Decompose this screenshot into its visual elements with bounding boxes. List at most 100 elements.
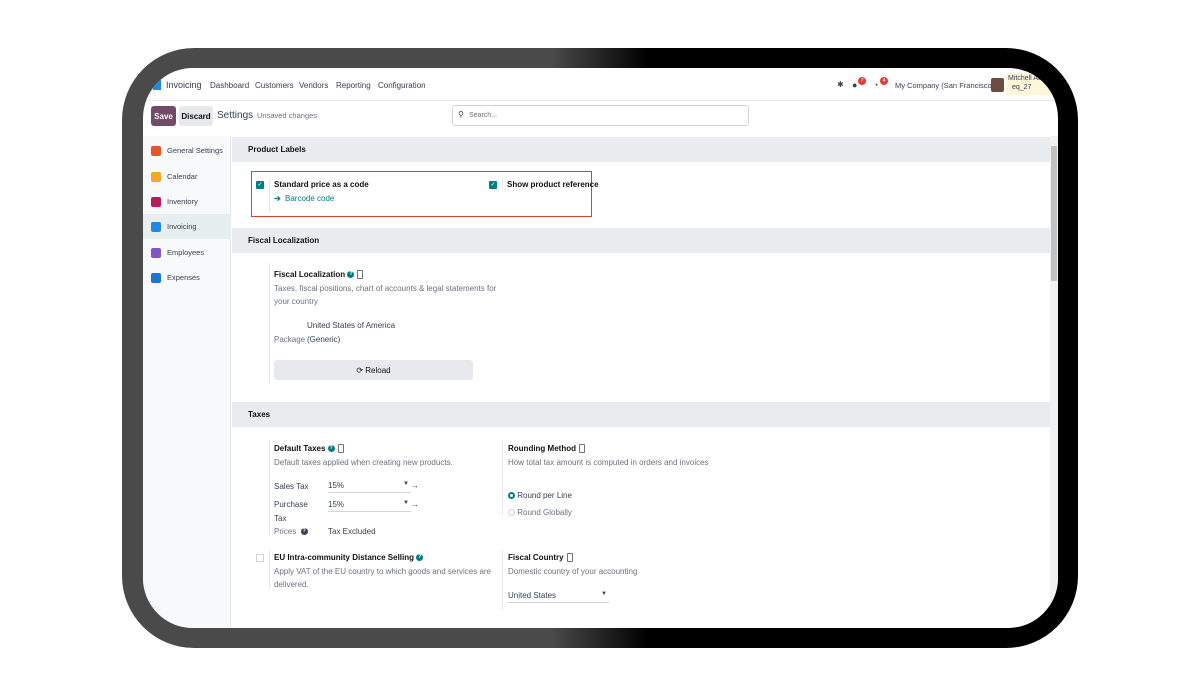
refresh-icon: ⟳ [356,365,366,375]
show-reference-label: Show product reference [507,180,599,189]
sidebar-item-label: General Settings [167,146,223,155]
radio-checked[interactable] [508,492,515,500]
standard-price-checkbox[interactable]: ✓ [256,181,264,189]
show-reference-checkbox[interactable]: ✓ [489,181,497,189]
menu-dashboard[interactable]: Dashboard [210,81,250,90]
user-menu[interactable]: Mitchell Ad eq_27 [1006,73,1058,95]
default-taxes-title: Default Taxes [274,444,326,453]
fiscal-localization-title: Fiscal Localization [274,270,346,279]
device-icon [566,553,573,563]
rounding-title-row: Rounding Method [508,444,585,454]
messages-icon[interactable]: ● [852,80,858,90]
highlight-box [251,171,592,217]
general-settings-icon [151,145,161,156]
eu-desc-2: delivered. [274,580,309,589]
fiscal-country-desc: Domestic country of your accounting [508,567,638,576]
prices-label-row: Prices ? [274,527,308,536]
unsaved-status: Unsaved changes [257,111,318,120]
help-icon[interactable]: ? [347,271,355,279]
rounding-method-title: Rounding Method [508,444,576,453]
top-navbar: Invoicing Dashboard Customers Vendors Re… [143,68,1058,101]
caret-down-icon: ▼ [403,500,409,506]
fiscal-country-title-row: Fiscal Country [508,553,573,563]
scrollbar[interactable] [1050,136,1058,628]
package-value-2: (Generic) [307,335,341,344]
help-icon[interactable]: ? [300,528,308,536]
menu-customers[interactable]: Customers [255,81,294,90]
employees-icon [151,247,161,258]
sidebar-item-label: Employees [167,248,205,257]
eu-distance-title: EU Intra-community Distance Selling [274,553,415,562]
search-input[interactable]: Search... [469,112,498,119]
package-value: United States of America [307,321,396,330]
sidebar-item-inventory[interactable]: Inventory [143,189,231,214]
sales-tax-value: 15% [328,481,345,490]
sidebar-item-calendar[interactable]: Calendar [143,164,231,189]
sales-tax-label: Sales Tax [274,482,309,491]
sidebar-item-employees[interactable]: Employees [143,240,231,265]
sidebar-item-invoicing[interactable]: Invoicing [143,214,231,239]
purchase-tax-value: 15% [328,500,345,509]
menu-reporting[interactable]: Reporting [336,81,371,90]
sales-tax-select[interactable]: 15% ▼ [328,481,411,493]
db-name: eq_27 [1012,84,1032,91]
page-title: Settings [217,110,254,121]
fiscal-desc-2: your country [274,297,319,306]
sales-tax-open-icon[interactable]: → [411,481,419,490]
fiscal-country-title: Fiscal Country [508,553,564,562]
invoicing-icon [151,221,161,232]
device-icon [357,270,364,280]
discard-button[interactable]: Discard [179,106,213,126]
default-taxes-title-row: Default Taxes ? [274,444,344,454]
expenses-icon [151,272,161,283]
purchase-tax-select[interactable]: 15% ▼ [328,500,411,512]
section-header-fiscal-localization: Fiscal Localization [232,228,1050,253]
fiscal-country-value: United States [508,591,557,600]
rounding-desc: How total tax amount is computed in orde… [508,458,709,467]
calendar-icon [151,171,161,182]
radio-unchecked[interactable] [508,509,515,517]
round-per-line-label: Round per Line [517,491,572,500]
help-icon[interactable]: ? [416,554,424,562]
save-button[interactable]: Save [151,106,176,126]
reload-label: Reload [365,365,391,375]
reload-button[interactable]: ⟳ Reload [274,360,473,380]
sidebar-item-general-settings[interactable]: General Settings [143,138,231,163]
purchase-tax-label: Purchase [274,500,308,509]
settings-sidebar: General Settings Calendar Inventory Invo… [143,136,231,628]
radio-round-globally[interactable]: Round Globally [508,508,572,517]
sidebar-item-expenses[interactable]: Expenses [143,265,231,290]
debug-icon[interactable]: ✱ [837,80,844,89]
standard-price-label: Standard price as a code [274,180,369,189]
caret-down-icon: ▼ [601,591,607,597]
prices-label: Prices [274,527,297,536]
help-icon[interactable]: ? [327,445,335,453]
search-icon: ⚲ [458,110,464,119]
barcode-link[interactable]: Barcode code [285,194,335,203]
round-globally-label: Round Globally [517,508,572,517]
fiscal-desc: Taxes, fiscal positions, chart of accoun… [274,284,497,293]
messages-badge: 7 [858,77,866,85]
sidebar-item-label: Expenses [167,273,200,282]
eu-distance-checkbox[interactable] [256,554,264,562]
device-icon [578,444,585,454]
menu-vendors[interactable]: Vendors [299,81,329,90]
fiscal-title-row: Fiscal Localization ? [274,270,364,280]
search-box[interactable]: ⚲ Search... [452,105,749,126]
app-icon[interactable] [153,80,161,90]
avatar[interactable] [991,78,1004,92]
arrow-right-icon: ➔ [274,194,281,203]
radio-round-per-line[interactable]: Round per Line [508,491,572,500]
company-switcher[interactable]: My Company (San Francisco) [895,81,995,90]
prices-value: Tax Excluded [328,527,376,536]
menu-configuration[interactable]: Configuration [378,81,426,90]
app-name[interactable]: Invoicing [166,80,202,90]
caret-down-icon: ▼ [403,481,409,487]
purchase-tax-open-icon[interactable]: → [411,500,419,509]
device-icon [337,444,344,454]
fiscal-country-select[interactable]: United States ▼ [508,591,609,603]
purchase-tax-label-2: Tax [274,514,287,523]
app-screen: Invoicing Dashboard Customers Vendors Re… [143,68,1058,628]
inventory-icon [151,196,161,207]
activities-icon[interactable]: ◔ [873,80,879,90]
